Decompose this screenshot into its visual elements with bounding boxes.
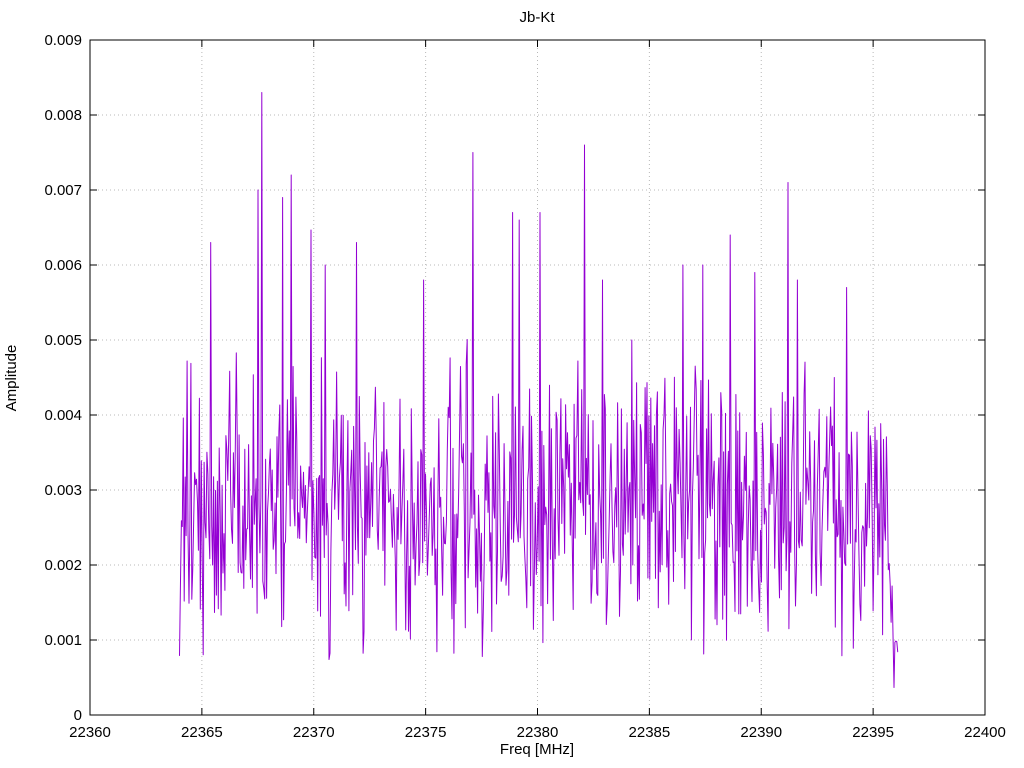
grid [89,39,986,716]
x-tick-label: 22395 [852,724,894,741]
y-tick-label: 0.008 [44,107,82,124]
y-tick-label: 0.006 [44,257,82,274]
y-tick-label: 0.001 [44,632,82,649]
x-tick-label: 22365 [181,724,223,741]
y-axis-label: Amplitude [3,345,20,412]
axes: 22360 22365 22370 22375 22380 22385 22390 22395… [44,32,1005,741]
x-tick-label: 22370 [293,724,335,741]
y-tick-label: 0.004 [44,407,82,424]
y-tick-label: 0.005 [44,332,82,349]
x-axis-label: Freq [MHz] [500,741,574,758]
x-tick-label: 22375 [405,724,447,741]
plot-border [89,39,986,716]
x-tick-label: 22385 [629,724,671,741]
signal-trace [179,92,899,688]
x-tick-label: 22400 [964,724,1006,741]
y-tick-label: 0.003 [44,482,82,499]
x-tick-label: 22360 [69,724,111,741]
x-tick-label: 22390 [740,724,782,741]
chart-title: Jb-Kt [519,9,555,26]
y-tick-label: 0.009 [44,32,82,49]
y-tick-label: 0 [74,707,82,724]
y-tick-label: 0.007 [44,182,82,199]
y-tick-label: 0.002 [44,557,82,574]
signal-trace-layer [179,92,899,688]
x-tick-label: 22380 [517,724,559,741]
